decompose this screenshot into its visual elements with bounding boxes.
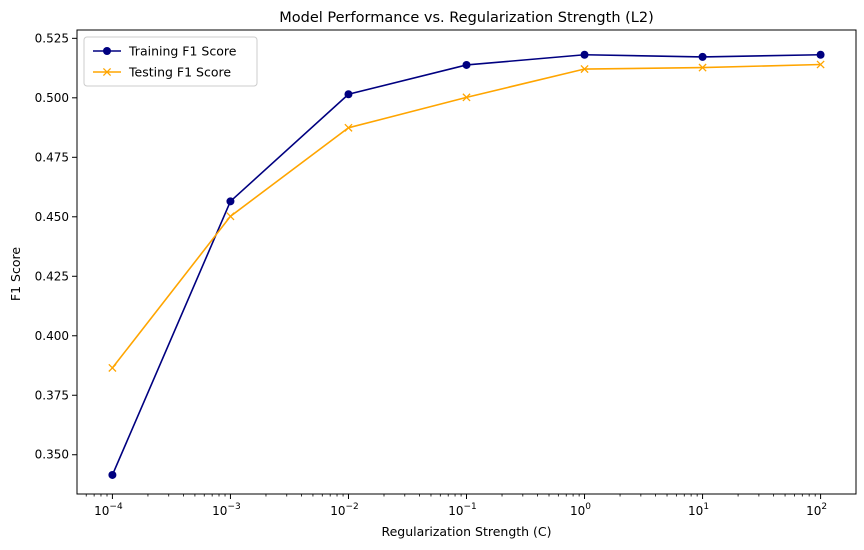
- series-testing: [108, 60, 825, 372]
- y-axis: 0.350 0.375 0.400 0.425 0.450 0.475 0.500 0.525: [35, 31, 77, 462]
- y-tick-label: 0.400: [35, 329, 69, 343]
- data-point: [108, 363, 117, 372]
- y-tick-label: 0.350: [35, 448, 69, 462]
- legend-label: Training F1 Score: [128, 44, 237, 59]
- x-tick-label: 10−2: [330, 502, 359, 518]
- y-tick-label: 0.525: [35, 31, 69, 45]
- x-tick-label: 102: [806, 502, 827, 518]
- y-tick-label: 0.450: [35, 210, 69, 224]
- chart-title: Model Performance vs. Regularization Str…: [279, 10, 653, 26]
- legend-item: Training F1 Score: [93, 44, 237, 59]
- legend-box: [83, 36, 258, 87]
- y-axis-label: F1 Score: [8, 247, 23, 301]
- series-line: [111, 53, 821, 476]
- series-layer: [108, 50, 825, 479]
- series-training: [108, 50, 825, 479]
- legend: Training F1 Score Testing F1 Score: [83, 36, 258, 87]
- y-tick-label: 0.375: [35, 388, 69, 402]
- x-tick-label: 10−4: [94, 502, 123, 518]
- data-point: [226, 197, 235, 206]
- legend-item: Testing F1 Score: [93, 65, 231, 80]
- x-axis: 10−4 10−3 10−2 10−1 100 101 102: [85, 494, 827, 518]
- data-point: [816, 50, 825, 59]
- y-tick-label: 0.500: [35, 91, 69, 105]
- data-point: [698, 63, 707, 72]
- data-point: [462, 93, 471, 102]
- x-tick-label: 100: [570, 502, 591, 518]
- data-point: [462, 60, 471, 69]
- legend-marker: [103, 47, 111, 55]
- data-point: [580, 50, 589, 59]
- legend-marker: [102, 67, 112, 77]
- legend-label: Testing F1 Score: [128, 65, 231, 80]
- data-point: [226, 212, 235, 221]
- series-line: [111, 63, 821, 369]
- x-tick-label: 10−3: [212, 502, 241, 518]
- x-axis-label: Regularization Strength (C): [381, 524, 551, 539]
- data-point: [580, 64, 589, 74]
- x-tick-label: 101: [688, 502, 709, 518]
- data-point: [344, 90, 353, 99]
- data-point: [816, 60, 825, 69]
- x-tick-label: 10−1: [448, 502, 477, 518]
- data-point: [698, 52, 707, 61]
- data-point: [344, 123, 353, 132]
- data-point: [108, 470, 117, 479]
- y-tick-label: 0.475: [35, 150, 69, 164]
- y-tick-label: 0.425: [35, 269, 69, 283]
